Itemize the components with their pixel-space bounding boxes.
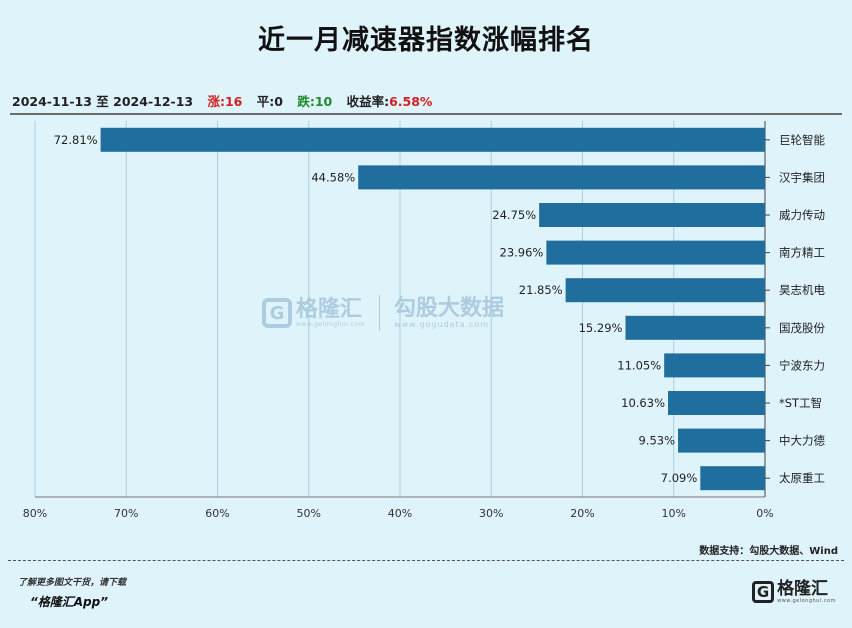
rate-value: 6.58% [389,94,433,109]
x-tick-label: 10% [662,507,686,520]
chart-title: 近一月减速器指数涨幅排名 [258,25,594,56]
x-tick-label: 70% [114,507,138,520]
footer-divider [8,560,844,561]
data-label: 10.63% [621,396,665,410]
x-tick-label: 80% [23,507,47,520]
bar [664,353,765,378]
watermark-partner-url: www.gogudata.com [394,319,490,329]
bar [678,428,765,453]
brand-g-icon: G [752,581,775,603]
bar [100,127,765,152]
watermark: G 格隆汇 www.gelonghui.com 勾股大数据 www.goguda… [262,292,504,334]
category-label: *ST工智 [779,396,822,410]
watermark-brand-url: www.gelonghui.com [296,320,366,328]
x-tick-label: 60% [205,507,229,520]
category-label: 中大力德 [779,434,825,448]
brand-url: www.gelonghui.com [777,598,836,604]
data-label: 23.96% [500,246,544,260]
data-label: 9.53% [638,434,675,448]
brand-name: 格隆汇 [777,579,829,599]
down-count: 10 [314,94,333,109]
category-label: 宁波东力 [779,358,825,372]
x-tick-label: 40% [388,507,412,520]
data-label: 11.05% [617,358,661,372]
category-label: 国茂股份 [779,321,825,335]
x-tick-label: 0% [756,507,773,520]
category-label: 巨轮智能 [779,133,825,147]
x-tick-label: 20% [570,507,594,520]
data-source: 数据支持：勾股大数据、Wind [699,546,838,557]
watermark-separator [379,295,381,331]
category-label: 汉宇集团 [779,170,825,184]
data-label: 44.58% [311,170,355,184]
bar [546,240,765,265]
watermark-brand: 格隆汇 [296,296,363,322]
promo-text: 了解更多图文干货，请下载 [18,578,127,588]
date-range: 2024-11-13 至 2024-12-13 [12,94,194,109]
brand-logo: G 格隆汇 www.gelonghui.com [752,575,836,609]
watermark-logo-icon: G [262,298,292,328]
category-label: 昊志机电 [779,283,825,297]
flat-count: 0 [274,94,283,109]
bar [700,466,765,491]
rate-label: 收益率: [346,94,390,109]
bar [539,203,765,227]
down-label: 跌: [297,94,315,109]
promo-app-name: “格隆汇App” [30,595,108,609]
category-label: 太原重工 [779,471,825,485]
data-label: 72.81% [54,133,98,147]
up-count: 16 [224,94,243,109]
bar [625,315,765,340]
watermark-partner: 勾股大数据 [394,295,505,321]
data-label: 21.85% [519,283,563,297]
bar [668,391,765,415]
data-label: 24.75% [492,208,536,222]
data-label: 15.29% [579,321,623,335]
category-label: 南方精工 [779,246,825,260]
stats-bar: 2024-11-13 至 2024-12-13 涨:16 平:0 跌:10 收益… [12,91,442,109]
flat-label: 平: [256,94,275,109]
up-label: 涨: [207,94,225,109]
category-label: 威力传动 [779,208,825,222]
bar [565,278,765,303]
data-label: 7.09% [661,471,698,485]
stats-divider [10,113,842,115]
bar [358,165,765,190]
x-tick-label: 50% [297,507,321,520]
x-tick-label: 30% [479,507,503,520]
